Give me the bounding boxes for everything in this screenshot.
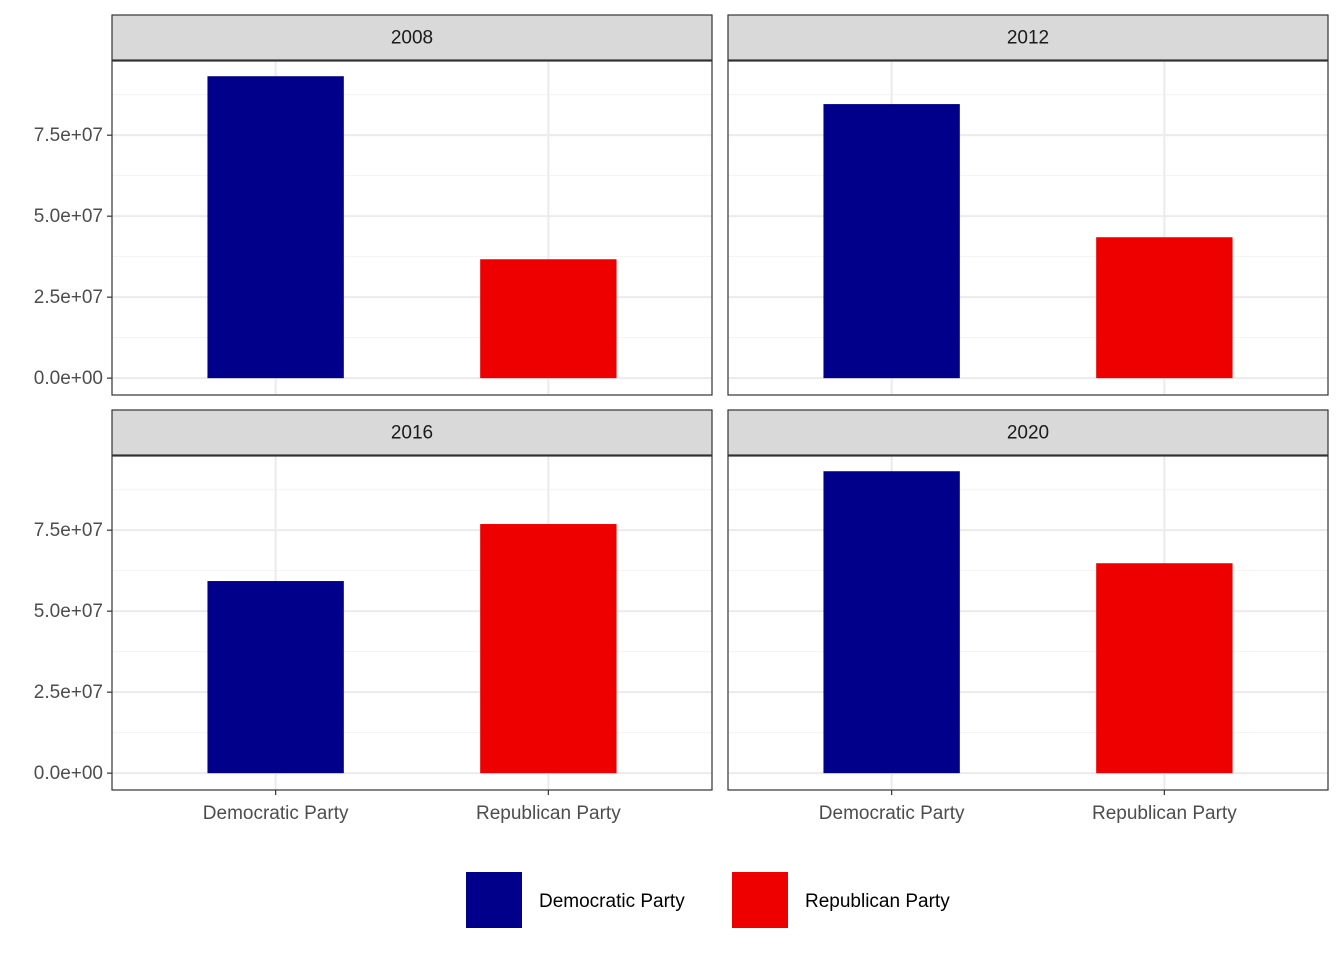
facet-title: 2012 [1007, 28, 1049, 49]
bar [207, 76, 344, 379]
bar [823, 104, 960, 379]
panel-bg [112, 61, 712, 395]
bar [480, 259, 617, 379]
panel-border [111, 60, 713, 396]
bar [1096, 237, 1233, 379]
bar [823, 471, 960, 774]
y-tick-label: 7.5e+07 [34, 520, 103, 541]
panel-bg [728, 61, 1328, 395]
x-tick-label: Democratic Party [819, 803, 965, 824]
bar [207, 581, 344, 774]
x-tick-label: Democratic Party [203, 803, 349, 824]
y-tick-label: 2.5e+07 [34, 682, 103, 703]
panel-border [727, 455, 1329, 791]
panel-bg [728, 456, 1328, 790]
x-tick-label: Republican Party [1092, 803, 1237, 824]
legend-key [732, 872, 788, 928]
strip [111, 14, 713, 61]
panel-border [727, 60, 1329, 396]
panel-border [111, 455, 713, 791]
legend-key [466, 872, 522, 928]
bar [480, 524, 617, 774]
y-tick-label: 5.0e+07 [34, 601, 103, 622]
legend-label: Republican Party [805, 891, 950, 912]
panel-bg [112, 456, 712, 790]
y-tick-label: 0.0e+00 [34, 763, 103, 784]
bar [1096, 563, 1233, 774]
strip [727, 409, 1329, 456]
facet-title: 2020 [1007, 423, 1049, 444]
legend-label: Democratic Party [539, 891, 685, 912]
y-tick-label: 5.0e+07 [34, 206, 103, 227]
y-tick-label: 0.0e+00 [34, 368, 103, 389]
strip [727, 14, 1329, 61]
x-tick-label: Republican Party [476, 803, 621, 824]
y-tick-label: 7.5e+07 [34, 125, 103, 146]
strip [111, 409, 713, 456]
y-tick-label: 2.5e+07 [34, 287, 103, 308]
facet-title: 2016 [391, 423, 433, 444]
facet-title: 2008 [391, 28, 433, 49]
